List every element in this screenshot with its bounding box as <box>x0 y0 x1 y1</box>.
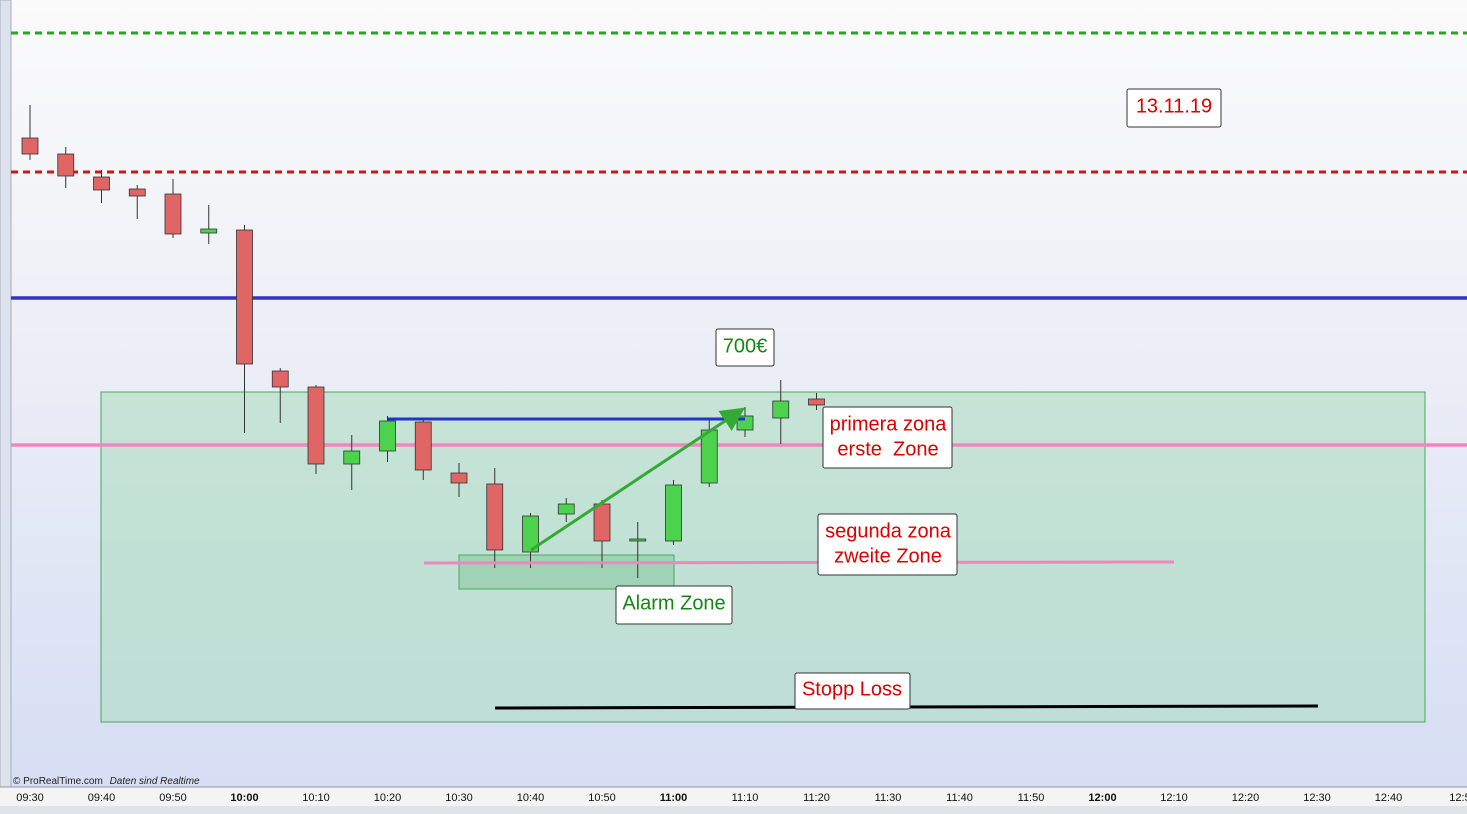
candle-body <box>343 450 361 465</box>
x-tick-label: 12:00 <box>1088 792 1116 804</box>
candle-body <box>700 429 718 484</box>
trend-arrow <box>530 407 745 552</box>
candle-body <box>593 503 611 542</box>
x-tick-label: 11:50 <box>1018 792 1045 804</box>
candle-body <box>772 400 790 419</box>
bottom-toolbar <box>0 806 1467 814</box>
toolbar <box>0 0 12 788</box>
candle-body <box>486 483 504 551</box>
candle-body <box>21 137 39 155</box>
x-tick-label: 11:30 <box>875 792 902 804</box>
candle-body <box>522 515 539 553</box>
annotation-text: erste Zone <box>837 438 938 460</box>
annotation-text: primera zona <box>830 413 948 435</box>
x-tick-label: 10:50 <box>588 792 616 804</box>
x-tick-label: 10:40 <box>517 792 545 804</box>
annotation: Alarm Zone <box>615 585 733 625</box>
x-tick-label: 10:00 <box>230 792 258 804</box>
x-tick-label: 09:50 <box>159 792 187 804</box>
annotation-box <box>715 328 775 367</box>
x-tick-label: 12:10 <box>1160 792 1188 804</box>
x-axis-labels: 09:30 09:40 09:50 10:00 10:10 10:20 10:30 10:40… <box>16 792 1467 804</box>
candle-body <box>808 398 825 406</box>
candle-body <box>200 228 218 234</box>
annotation-box <box>1126 88 1222 128</box>
x-tick-label: 10:10 <box>302 792 330 804</box>
annotation: primera zona erste Zone <box>822 406 953 469</box>
candle-body <box>450 472 468 484</box>
x-tick-label: 11:20 <box>803 792 830 804</box>
annotation-text: 13.11.19 <box>1136 95 1212 117</box>
candle-body <box>271 370 289 388</box>
zone-rect <box>100 391 1426 723</box>
watermark-text: © ProRealTime.com <box>13 776 103 787</box>
annotation-text: zweite Zone <box>834 545 942 567</box>
annotation: 13.11.19 <box>1126 88 1222 128</box>
annotation: Stopp Loss <box>794 672 911 710</box>
annotation-box <box>794 672 911 710</box>
candle-body <box>379 420 396 452</box>
x-tick-label: 10:30 <box>445 792 473 804</box>
annotation-text: segunda zona <box>825 520 952 542</box>
annotation-text: 700€ <box>723 335 768 357</box>
candle-body <box>164 193 182 235</box>
x-tick-label: 09:40 <box>88 792 116 804</box>
x-tick-label: 11:00 <box>660 792 688 804</box>
candle-body <box>93 176 110 191</box>
candle-body <box>128 188 146 197</box>
candle-body <box>557 503 575 515</box>
candle-body <box>665 484 682 542</box>
levels <box>11 31 1467 447</box>
x-tick-label: 12:20 <box>1232 792 1260 804</box>
candles <box>21 105 825 578</box>
x-tick-label: 10:20 <box>374 792 402 804</box>
annotation-text: Stopp Loss <box>802 678 902 700</box>
candle-body <box>307 386 325 465</box>
candle-body <box>414 421 432 471</box>
candle-body <box>57 153 75 177</box>
second-zone-line <box>423 560 1175 565</box>
annotation-box <box>615 585 733 625</box>
watermark: © ProRealTime.com Daten sind Realtime <box>13 776 200 787</box>
annotation: 700€ <box>715 328 775 367</box>
candle-body <box>236 229 253 365</box>
candle-body <box>629 538 647 542</box>
x-tick-label: 12:40 <box>1375 792 1403 804</box>
alarm-zone-rect <box>458 554 675 590</box>
annotation-box <box>817 513 958 576</box>
annotation-box <box>822 406 953 469</box>
x-tick-label: 09:30 <box>16 792 44 804</box>
annotation: segunda zona zweite Zone <box>817 513 958 576</box>
x-tick-label: 12:30 <box>1303 792 1331 804</box>
annotation-text: Alarm Zone <box>622 592 725 614</box>
x-tick-label: 12:5 <box>1449 792 1467 804</box>
x-tick-label: 11:40 <box>946 792 973 804</box>
watermark-note: Daten sind Realtime <box>110 776 200 787</box>
x-tick-label: 11:10 <box>732 792 759 804</box>
